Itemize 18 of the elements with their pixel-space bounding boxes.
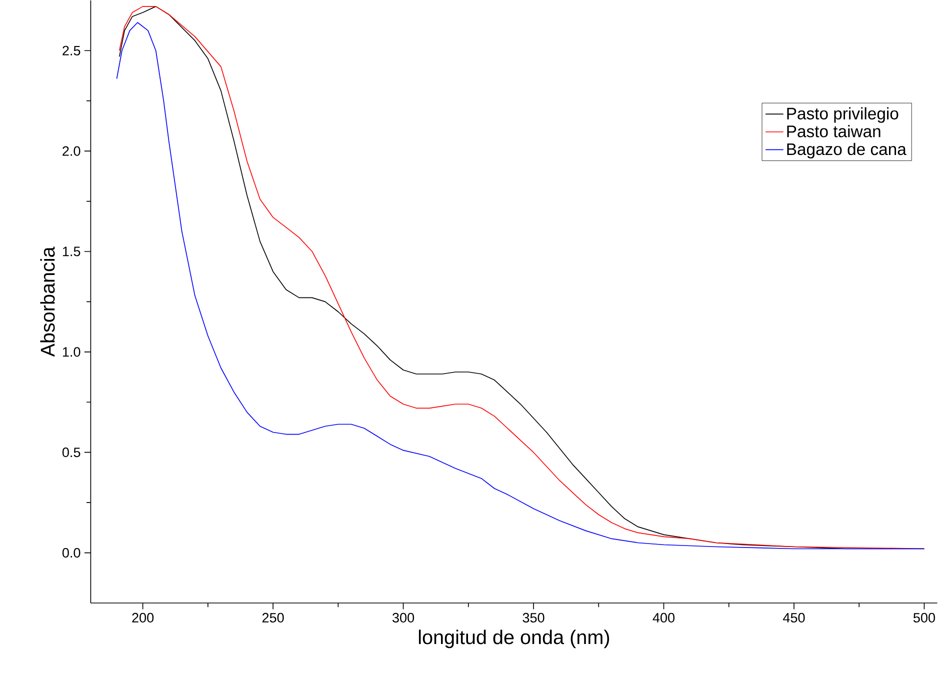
- y-tick-label: 1.0: [62, 347, 80, 357]
- x-tick-label: 400: [652, 612, 675, 622]
- x-tick-label: 500: [913, 612, 935, 622]
- y-tick-label: 2.0: [62, 146, 80, 156]
- legend-label: Bagazo de cana: [787, 142, 906, 158]
- y-axis-title: Absorbancia: [40, 246, 55, 357]
- y-tick-label: 0.5: [62, 447, 80, 458]
- y-tick-label: 0.0: [62, 548, 80, 558]
- legend-label: Pasto taiwan: [787, 124, 880, 138]
- x-tick-label: 300: [392, 612, 414, 622]
- x-tick-label: 350: [522, 612, 544, 622]
- x-axis-title: longitud de onda (nm): [418, 630, 610, 648]
- y-tick-label: 1.5: [62, 246, 80, 256]
- y-tick-label: 2.5: [62, 46, 80, 56]
- legend-label: Pasto privilegio: [787, 107, 898, 123]
- x-tick-label: 200: [132, 612, 154, 622]
- x-tick-label: 450: [782, 612, 805, 622]
- x-tick-label: 250: [262, 612, 284, 622]
